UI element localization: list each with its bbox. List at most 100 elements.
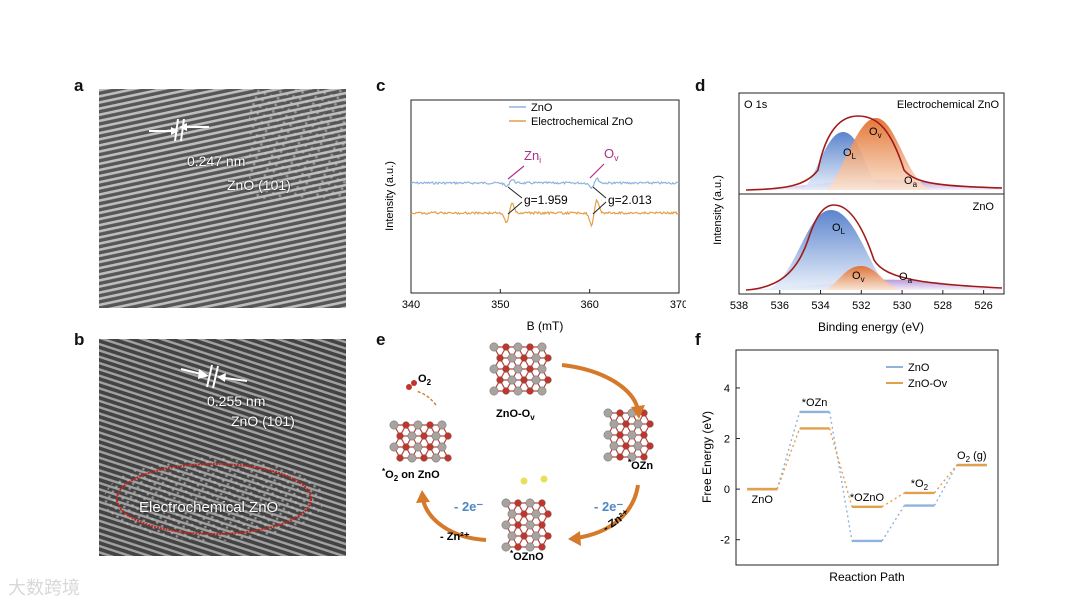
panel-c-letter: c — [376, 76, 386, 95]
epr-ylabel: Intensity (a.u.) — [384, 161, 396, 231]
cluster-ozn — [603, 408, 654, 462]
o2-release-arrow — [415, 390, 437, 406]
label-ozno: *OZnO — [510, 549, 544, 563]
epr-xtick-label: 340 — [402, 299, 420, 311]
arrow-ov — [589, 163, 605, 179]
label-ozn: *OZn — [628, 458, 653, 472]
tem-image-b: 0.255 nm ZnO (101) Electrochemical ZnO — [99, 339, 346, 556]
cluster-ozno — [501, 498, 552, 552]
fe-ytick-label: 4 — [724, 383, 730, 395]
arrow-bottom-left — [421, 499, 487, 542]
panel-d-letter: d — [695, 76, 706, 95]
tem-image-a: 0.247 nm ZnO (101) — [99, 89, 346, 308]
xps-xtick-label: 536 — [771, 300, 789, 312]
xps-xtick-label: 526 — [974, 300, 992, 312]
label-2e-left: - 2e⁻ — [454, 499, 483, 514]
spacing-label-a: 0.247 nm — [187, 153, 246, 169]
h-atom — [520, 477, 528, 485]
epr-chart: Intensity (a.u.) B (mT) 340 350 360 370 ZnO… — [384, 99, 686, 333]
arrow-g1b — [507, 201, 523, 215]
h-atom — [540, 475, 548, 483]
lattice-fringes-a — [99, 89, 346, 308]
fe-ytick-label: 2 — [724, 434, 730, 446]
plane-label-b: ZnO (101) — [231, 413, 295, 429]
xps-xtick-label: 528 — [934, 300, 952, 312]
label-zn-left: - Zn²⁺ — [440, 531, 470, 543]
xps-xtick-label: 530 — [893, 300, 911, 312]
plane-label-a: ZnO (101) — [227, 177, 291, 193]
panel-e-letter: e — [376, 330, 386, 349]
xps-xlabel: Binding energy (eV) — [818, 320, 924, 334]
fe-step-label: ZnO — [751, 494, 773, 506]
epr-xtick-label: 350 — [491, 299, 509, 311]
legend-label-zno: ZnO — [531, 102, 553, 114]
electrochemical-region-ellipse — [116, 463, 312, 535]
epr-xtick-label: 360 — [580, 299, 598, 311]
arrow-zni — [507, 165, 525, 180]
watermark: 大数跨境 — [8, 578, 80, 599]
mechanism-diagram: O2 ZnO-Ov *OZn *OZnO *O2 on ZnO - 2e⁻ - … — [382, 342, 654, 563]
label-o2: O2 — [418, 373, 432, 387]
fe-legend-label-zno: ZnO — [908, 362, 930, 374]
label-2e-right: - 2e⁻ — [594, 499, 623, 514]
epr-plot-frame — [410, 99, 680, 294]
peak-ol-bottom: OL — [832, 222, 846, 236]
arrow-top-right — [561, 363, 640, 411]
arrowhead-bottom-left — [416, 490, 430, 503]
xps-xtick-label: 532 — [852, 300, 870, 312]
fe-step-label: O2 (g) — [957, 450, 987, 464]
series-echem-spectrum — [410, 198, 680, 228]
region-label-b: Electrochemical ZnO — [139, 499, 279, 516]
spacing-marker-b — [180, 364, 248, 389]
peak-ov-bottom: Ov — [852, 270, 865, 284]
xps-ylabel: Intensity (a.u.) — [712, 175, 724, 245]
peak-oa-top: Oa — [904, 175, 918, 189]
bottom-envelope — [745, 204, 1003, 291]
xps-title: O 1s — [744, 99, 768, 111]
fe-connector-znoov — [881, 492, 905, 508]
xps-xtick-label: 538 — [730, 300, 748, 312]
annotation-g1: g=1.959 — [524, 193, 568, 207]
xps-top-label: Electrochemical ZnO — [897, 99, 1000, 111]
fe-ytick-label: -2 — [720, 535, 730, 547]
xps-xtick-label: 534 — [811, 300, 829, 312]
spacing-marker-a — [149, 118, 209, 142]
lattice-fringes-b — [99, 339, 346, 556]
legend-label-echem: Electrochemical ZnO — [531, 116, 634, 128]
top-envelope — [745, 115, 1003, 191]
spacing-label-b: 0.255 nm — [207, 393, 266, 409]
panel-b-letter: b — [74, 330, 85, 349]
cluster-zno-ov — [489, 342, 552, 396]
peak-ov-top: Ov — [869, 126, 882, 140]
fe-ytick-label: 0 — [724, 484, 730, 496]
annotation-ov: Ov — [604, 146, 619, 163]
arrow-g2b — [592, 201, 607, 215]
fe-xlabel: Reaction Path — [829, 570, 904, 584]
fe-connector-zno — [776, 411, 801, 490]
arrow-g1 — [507, 186, 523, 199]
label-zno-ov: ZnO-Ov — [496, 408, 535, 422]
arrowhead-top-right — [631, 405, 645, 419]
arrow-g2 — [592, 186, 607, 199]
o2-molecule-atom — [406, 384, 412, 390]
free-energy-chart: Free Energy (eV) Reaction Path -2 0 2 4 ZnO… — [700, 349, 999, 584]
peak-oa-bottom: Oa — [899, 271, 913, 285]
fe-connector-zno — [881, 505, 905, 542]
epr-xtick-label: 370 — [670, 299, 686, 311]
label-o2-on-zno: *O2 on ZnO — [382, 467, 440, 483]
fe-step-label: *OZnO — [850, 492, 885, 504]
fe-connector-znoov — [828, 428, 853, 508]
fe-step-label: *O2 — [911, 478, 929, 492]
xps-chart: Intensity (a.u.) Binding energy (eV) O 1… — [712, 92, 1005, 334]
annotation-zni: Zni — [524, 148, 541, 165]
arrowhead-bottom-right — [568, 531, 581, 546]
fe-legend-label-znoov: ZnO-Ov — [908, 378, 948, 390]
bottom-ov-fit — [826, 266, 901, 290]
epr-xlabel: B (mT) — [527, 319, 564, 333]
series-zno-spectrum — [410, 177, 680, 190]
panel-a-letter: a — [74, 76, 84, 95]
fe-connector-zno — [828, 411, 853, 542]
arrow-bottom-right — [575, 484, 640, 540]
cluster-o2-on-zno — [389, 420, 452, 463]
fe-connector-znoov — [776, 428, 801, 490]
